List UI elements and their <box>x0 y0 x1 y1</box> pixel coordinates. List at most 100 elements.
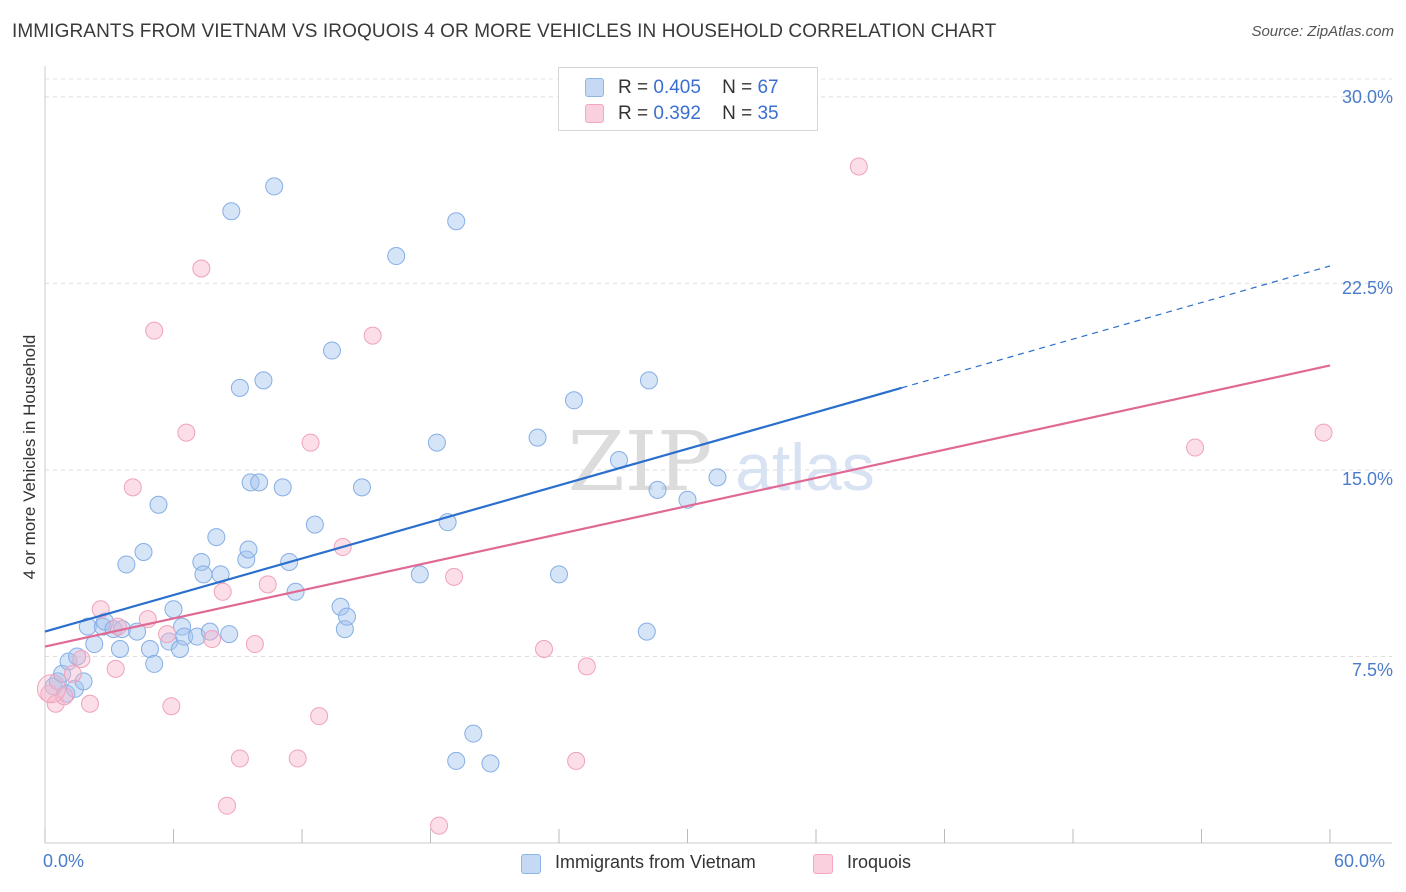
correlation-legend: R = 0.405 N = 67 R = 0.392 N = 35 <box>558 67 818 131</box>
vietnam-point <box>639 371 658 390</box>
iroquois-point <box>430 816 449 835</box>
vietnam-point <box>265 177 284 196</box>
vietnam-point <box>239 540 258 559</box>
iroquois-point <box>162 697 181 716</box>
vietnam-point <box>207 528 226 547</box>
vietnam-point <box>528 428 547 447</box>
iroquois-point <box>567 751 586 770</box>
x-tick-label-max: 60.0% <box>1334 851 1386 871</box>
legend-swatch-vietnam <box>585 78 604 97</box>
iroquois-point <box>363 326 382 345</box>
vietnam-point <box>648 480 667 499</box>
iroquois-point <box>577 657 596 676</box>
vietnam-point <box>200 622 219 641</box>
legend-swatch-iroquois <box>585 104 604 123</box>
vietnam-point <box>410 565 429 584</box>
vietnam-point <box>149 495 168 514</box>
trend-line-iroquois <box>44 364 1331 648</box>
iroquois-point <box>849 157 868 176</box>
iroquois-point <box>106 659 125 678</box>
vietnam-point <box>322 341 341 360</box>
iroquois-point <box>230 749 249 768</box>
y-tick-label-15: 15.0% <box>1341 469 1393 489</box>
vietnam-point <box>550 565 568 584</box>
legend-n-value: 35 <box>757 103 779 124</box>
vietnam-point <box>387 247 406 266</box>
vietnam-point <box>222 202 241 221</box>
series-vietnam-points <box>44 177 727 773</box>
legend-r-value: 0.405 <box>653 77 701 98</box>
iroquois-point <box>192 259 211 278</box>
legend-n-label: N = <box>722 103 753 124</box>
vietnam-point <box>230 378 249 397</box>
trend-line-vietnam <box>44 386 902 633</box>
axes <box>44 66 1392 844</box>
vietnam-point <box>564 391 583 410</box>
iroquois-point <box>123 478 142 497</box>
iroquois-point <box>245 635 264 654</box>
legend-swatch-iroquois <box>813 854 833 874</box>
vietnam-point <box>447 751 466 770</box>
vietnam-point <box>74 672 93 691</box>
chart-title: IMMIGRANTS FROM VIETNAM VS IROQUOIS 4 OR… <box>12 21 997 42</box>
iroquois-point <box>55 687 74 706</box>
legend-swatch-vietnam <box>521 854 541 874</box>
vietnam-point <box>708 468 727 487</box>
vietnam-point <box>250 473 269 492</box>
legend-n-label: N = <box>722 77 753 98</box>
y-tick-label-30: 30.0% <box>1341 87 1393 107</box>
vietnam-point <box>220 625 239 644</box>
vietnam-point <box>211 565 230 584</box>
iroquois-point <box>177 423 196 442</box>
legend-label-iroquois: Iroquois <box>847 852 912 872</box>
legend-r-label: R = <box>618 77 649 98</box>
vietnam-point <box>117 555 136 574</box>
trend-lines <box>44 265 1331 648</box>
y-tick-label-7-5: 7.5% <box>1351 660 1393 680</box>
vietnam-point <box>78 617 97 636</box>
vietnam-point <box>464 724 483 743</box>
vietnam-point <box>140 640 159 659</box>
iroquois-point <box>445 567 464 586</box>
vietnam-point <box>331 597 350 616</box>
vietnam-point <box>134 543 153 562</box>
vietnam-point <box>164 600 183 619</box>
legend-r-label: R = <box>618 103 649 124</box>
iroquois-point <box>218 796 237 815</box>
vietnam-point <box>305 515 324 534</box>
iroquois-point <box>258 575 277 594</box>
iroquois-point <box>63 664 82 683</box>
vietnam-point <box>637 622 656 641</box>
vietnam-point <box>273 478 292 497</box>
vietnam-point <box>145 654 164 673</box>
y-axis-label: 4 or more Vehicles in Household <box>20 334 39 580</box>
iroquois-point <box>310 707 329 726</box>
vietnam-point <box>194 565 213 584</box>
iroquois-point <box>213 582 232 601</box>
legend-r-value: 0.392 <box>653 103 701 124</box>
legend-label-vietnam: Immigrants from Vietnam <box>555 852 756 872</box>
y-tick-label-22-5: 22.5% <box>1341 278 1393 298</box>
vietnam-point <box>254 371 273 390</box>
iroquois-point <box>1186 438 1205 457</box>
iroquois-point-cluster <box>36 674 66 704</box>
iroquois-point <box>72 649 91 668</box>
vietnam-point <box>481 754 500 773</box>
vietnam-point <box>447 212 466 231</box>
source-label: Source: ZipAtlas.com <box>1251 23 1394 40</box>
iroquois-point <box>158 625 177 644</box>
legend-n-value: 67 <box>757 77 779 98</box>
data-points <box>36 157 1333 835</box>
vietnam-point <box>337 607 356 626</box>
iroquois-point <box>145 321 164 340</box>
trend-line-vietnam-extension <box>901 265 1331 389</box>
iroquois-point <box>80 694 99 713</box>
vietnam-point <box>427 433 446 452</box>
x-tick-label-min: 0.0% <box>43 851 85 871</box>
vietnam-point <box>352 478 371 497</box>
iroquois-point <box>1314 423 1333 442</box>
iroquois-point <box>301 433 320 452</box>
iroquois-point <box>203 630 222 649</box>
gridlines <box>45 78 1392 657</box>
